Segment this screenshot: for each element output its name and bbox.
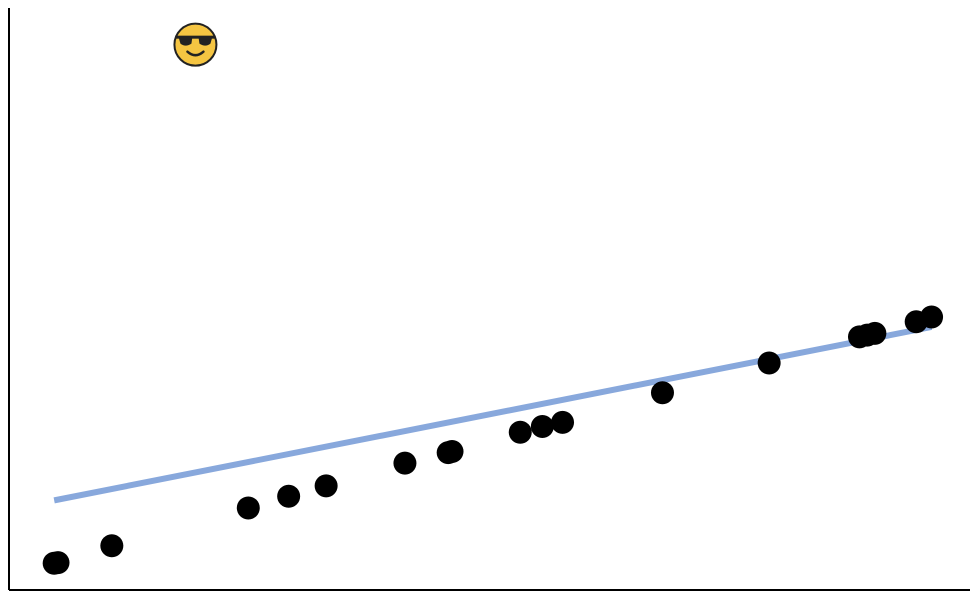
data-point xyxy=(863,321,887,345)
sunglasses-emoji-icon xyxy=(173,22,218,67)
fit-line xyxy=(53,323,933,504)
data-point xyxy=(314,474,338,498)
data-point xyxy=(440,439,464,463)
data-point xyxy=(508,420,532,444)
data-point xyxy=(551,410,575,434)
data-point xyxy=(236,496,260,520)
data-point xyxy=(100,534,124,558)
data-point xyxy=(393,451,417,475)
data-point xyxy=(46,551,70,575)
data-point xyxy=(920,305,944,329)
axes xyxy=(8,8,970,591)
data-point xyxy=(530,414,554,438)
fit-line-layer xyxy=(53,323,933,504)
data-point xyxy=(757,351,781,375)
annotation-layer xyxy=(173,22,218,67)
data-point xyxy=(277,484,301,508)
data-point xyxy=(650,381,674,405)
points-layer xyxy=(42,305,944,575)
